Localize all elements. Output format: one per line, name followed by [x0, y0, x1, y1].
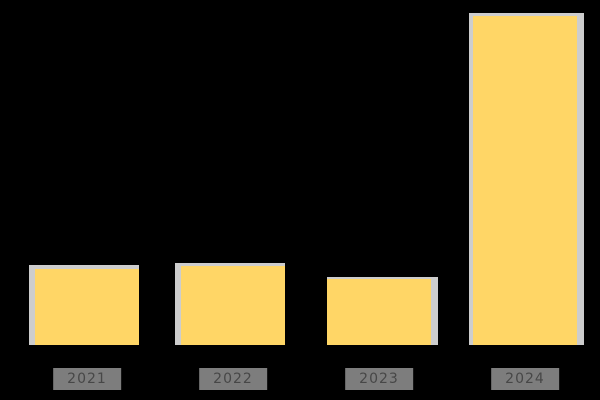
bar	[29, 265, 139, 345]
x-tick-label: 2021	[53, 368, 121, 390]
x-tick-label: 2022	[199, 368, 267, 390]
bar	[469, 13, 584, 345]
bar	[175, 263, 285, 345]
x-tick-label: 2023	[345, 368, 413, 390]
bar	[327, 277, 438, 345]
x-tick-label: 2024	[491, 368, 559, 390]
